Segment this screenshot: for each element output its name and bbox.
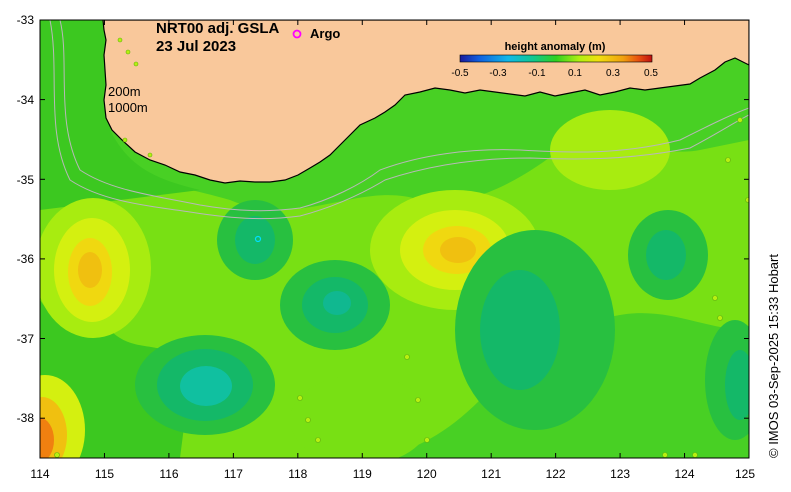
isobath-200m: [59, 20, 749, 212]
colorbar-tick: -0.3: [489, 68, 507, 79]
track-point: [305, 417, 311, 423]
track-point: [424, 437, 430, 443]
isobath-label-200m: 200m: [108, 84, 141, 99]
eddy-cold-center-core: [323, 291, 351, 315]
eddy-warm-center-core: [440, 237, 476, 263]
y-tick-label: -33: [17, 13, 35, 27]
plot-area: [40, 20, 749, 458]
colorbar-tick: 0.5: [644, 68, 658, 79]
eddy-cold-southwest-core: [180, 366, 232, 406]
eddy-cold-east-core: [646, 230, 686, 280]
colorbar-gradient: [459, 54, 653, 63]
colorbar: height anomaly (m) -0.5 -0.3 -0.1 0.1 0.…: [451, 41, 658, 79]
track-point: [737, 117, 743, 123]
x-tick-label: 117: [224, 467, 243, 481]
y-tick-label: -35: [17, 173, 35, 187]
colorbar-tick: -0.5: [451, 68, 469, 79]
track-point: [717, 315, 723, 321]
isobath-label-1000m: 1000m: [108, 100, 148, 115]
y-tick-label: -36: [17, 252, 35, 266]
argo-float: [254, 235, 262, 243]
map-title-product: NRT00 adj. GSLA: [156, 20, 280, 37]
track-point: [125, 49, 131, 55]
eddy-warm-west-core: [78, 252, 102, 288]
track-point: [122, 137, 128, 143]
colorbar-title: height anomaly (m): [505, 41, 606, 53]
x-tick-label: 119: [353, 467, 372, 481]
colorbar-tick: -0.1: [528, 68, 546, 79]
colorbar-tick: 0.3: [606, 68, 620, 79]
x-tick-label: 114: [30, 467, 49, 481]
x-tick-label: 121: [481, 467, 501, 481]
y-tick-label: -34: [17, 93, 35, 107]
track-point: [725, 157, 731, 163]
track-points: [54, 37, 749, 458]
x-tick-label: 122: [546, 467, 566, 481]
x-tick-label: 116: [159, 467, 178, 481]
track-point: [692, 452, 698, 458]
eddy-cold-far-east-core: [725, 350, 749, 420]
track-point: [133, 61, 139, 67]
x-tick-label: 125: [735, 467, 755, 481]
x-tick-label: 123: [610, 467, 630, 481]
x-tick-label: 115: [95, 467, 114, 481]
track-point: [315, 437, 321, 443]
eddy-cold-west-core: [235, 216, 275, 264]
track-point: [117, 37, 123, 43]
y-axis: -33 -34 -35 -36 -37 -38: [17, 13, 35, 425]
map-title-date: 23 Jul 2023: [156, 38, 236, 55]
x-axis: 114 115 116 117 118 119 120 121 122 123 …: [30, 467, 755, 481]
y-tick-label: -37: [17, 332, 35, 346]
tick-marks: [39, 19, 750, 458]
track-point: [147, 152, 153, 158]
eddy-cold-southeast-mid: [480, 270, 560, 390]
x-tick-label: 120: [417, 467, 437, 481]
track-point: [745, 197, 749, 203]
x-tick-label: 118: [288, 467, 307, 481]
track-point: [662, 452, 668, 458]
isobath-1000m: [49, 20, 749, 220]
eddy-warm-ne: [550, 110, 670, 190]
track-point: [712, 295, 718, 301]
track-point: [54, 452, 60, 458]
argo-legend-icon: [292, 29, 302, 39]
anomaly-contour-green-north: [40, 20, 200, 210]
eddy-warm-sw-core: [40, 418, 54, 458]
copyright-notice: © IMOS 03-Sep-2025 15:33 Hobart: [766, 254, 781, 458]
colorbar-tick: 0.1: [568, 68, 582, 79]
x-tick-label: 124: [674, 467, 694, 481]
track-point: [297, 395, 303, 401]
track-point: [415, 397, 421, 403]
eddy-warm-south: [290, 375, 430, 458]
track-point: [404, 354, 410, 360]
argo-legend-label: Argo: [310, 26, 340, 41]
y-tick-label: -38: [17, 411, 35, 425]
plot-frame: [39, 19, 750, 459]
